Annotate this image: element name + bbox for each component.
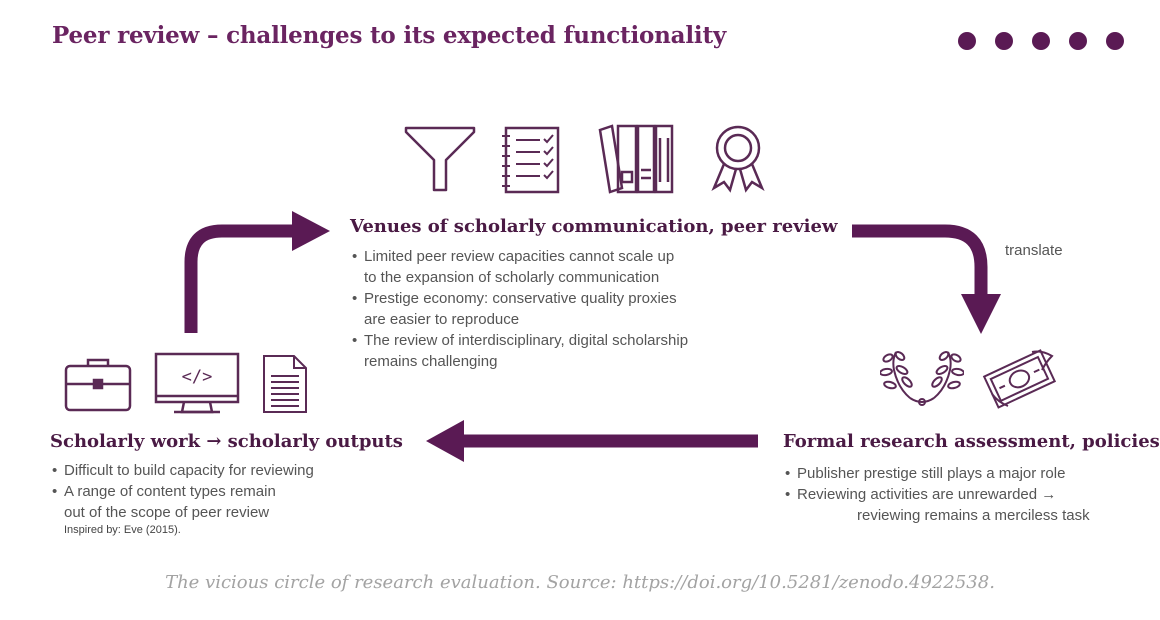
arrow-label-translate: translate [1005,242,1063,259]
svg-text:</>: </> [182,367,213,387]
arrow-head-down [961,294,1001,334]
document-icon [263,355,307,413]
work-heading: Scholarly work → scholarly outputs [50,431,403,452]
list-item: Limited peer review capacities cannot sc… [352,246,762,288]
money-icon [982,349,1056,409]
arrow-head-right [292,211,330,251]
dot [1069,32,1087,50]
dot [995,32,1013,50]
work-bullets: Difficult to build capacity for reviewin… [52,460,392,523]
figure-caption: The vicious circle of research evaluatio… [165,572,995,593]
dot [1032,32,1050,50]
arrow-work-to-venues [184,224,296,333]
list-item: Publisher prestige still plays a major r… [785,463,1155,484]
assessment-bullets: Publisher prestige still plays a major r… [785,463,1155,526]
arrow-venues-to-assessment [852,224,988,298]
venues-bullets: Limited peer review capacities cannot sc… [352,246,762,372]
list-item: The review of interdisciplinary, digital… [352,330,762,372]
dot [958,32,976,50]
source-note: Inspired by: Eve (2015). [64,524,181,536]
pagination-dots [958,32,1124,50]
funnel-icon [404,126,476,192]
venues-heading: Venues of scholarly communication, peer … [350,216,838,237]
briefcase-icon [64,358,132,412]
binders-icon [598,124,674,194]
checklist-icon [502,126,560,194]
page-title: Peer review – challenges to its expected… [52,22,727,49]
list-item: Prestige economy: conservative quality p… [352,288,762,330]
dot [1106,32,1124,50]
award-ribbon-icon [711,125,765,193]
code-monitor-icon: </> [154,352,240,414]
arrow-head-left [426,420,464,462]
assessment-heading: Formal research assessment, policies [783,431,1160,452]
list-item: Reviewing activities are unrewarded →rev… [785,484,1155,526]
laurel-wreath-icon [880,351,964,406]
list-item: Difficult to build capacity for reviewin… [52,460,392,481]
